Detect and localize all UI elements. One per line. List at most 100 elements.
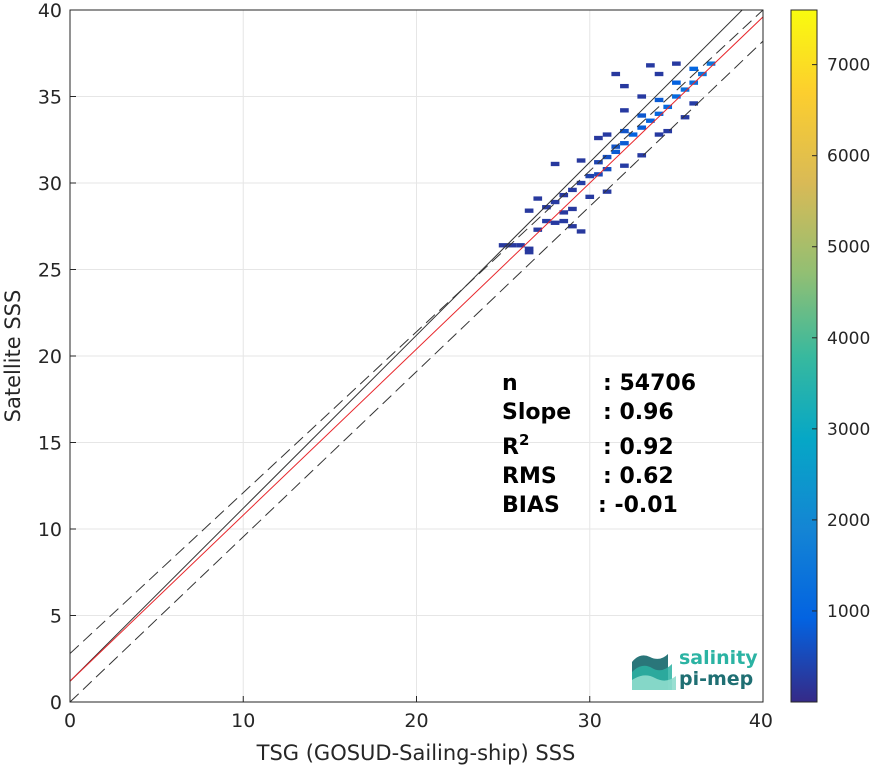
density-cell <box>559 218 569 224</box>
density-cell <box>576 158 586 163</box>
colorbar <box>790 9 818 703</box>
stat-label: n <box>502 371 518 396</box>
x-tick-label: 30 <box>578 710 602 732</box>
y-tick-label: 5 <box>50 606 62 628</box>
stat-value: : 0.96 <box>603 400 674 425</box>
x-tick-label: 20 <box>404 710 428 732</box>
y-axis-ticks: 0 5 10 15 20 25 30 35 40 <box>38 0 76 714</box>
density-cell <box>611 71 621 77</box>
logo-line-2: pi-mep <box>679 668 753 690</box>
density-cell <box>602 189 612 194</box>
x-tick-label: 10 <box>231 710 255 732</box>
colorbar-ticks: 1000 2000 3000 4000 5000 6000 7000 <box>812 56 870 622</box>
density-cell <box>654 132 664 137</box>
colorbar-tick-label: 4000 <box>827 329 870 349</box>
reference-lines <box>70 10 763 702</box>
density-cell <box>516 243 525 248</box>
density-cell <box>672 61 681 66</box>
density-cell <box>568 187 577 193</box>
stat-value: : 0.62 <box>603 464 674 489</box>
stat-label: Slope <box>502 400 571 425</box>
density-cell <box>620 128 629 134</box>
density-cell <box>507 243 517 248</box>
stat-value: : 54706 <box>603 371 696 396</box>
colorbar-tick-label: 3000 <box>827 420 870 440</box>
density-cell <box>646 63 655 68</box>
stat-label: R2 <box>502 431 529 460</box>
x-tick-label: 40 <box>749 710 773 732</box>
density-cell <box>524 208 534 213</box>
colorbar-tick-label: 5000 <box>827 238 870 258</box>
lower-dashed-line <box>70 40 763 702</box>
density-cell <box>654 111 664 116</box>
logo-line-1: salinity <box>679 647 758 669</box>
density-cell <box>594 135 603 141</box>
density-cell <box>550 161 560 167</box>
density-cell <box>611 149 621 155</box>
salinity-waves-icon <box>632 654 676 690</box>
density-cell <box>498 243 508 248</box>
salinity-pimep-logo: salinity pi-mep <box>632 647 758 690</box>
density-cell <box>568 206 577 212</box>
density-cell <box>646 118 655 123</box>
density-cell <box>576 229 586 234</box>
y-tick-label: 20 <box>38 346 62 368</box>
density-cell <box>559 210 569 215</box>
density-cell <box>689 101 699 106</box>
stats-box: n : 54706 Slope : 0.96 R2 : 0.92 RMS : 0.62 BIAS… <box>502 371 696 518</box>
density-cell <box>698 71 707 77</box>
density-cell <box>620 141 629 146</box>
density-cell <box>524 246 534 251</box>
y-tick-label: 25 <box>38 260 62 282</box>
density-cell <box>533 196 543 201</box>
y-tick-label: 15 <box>38 433 62 455</box>
colorbar-tick-label: 6000 <box>827 147 870 167</box>
density-cell <box>542 218 551 224</box>
density-cell <box>576 180 586 186</box>
density-cell <box>654 97 664 103</box>
density-cell <box>637 153 647 158</box>
density-cell <box>628 132 638 137</box>
y-tick-label: 30 <box>38 173 62 195</box>
density-cell <box>637 94 647 99</box>
stat-superscript: 2 <box>519 431 529 449</box>
stat-label: RMS <box>502 464 557 489</box>
density-cell <box>602 154 612 160</box>
density-cell <box>689 66 699 71</box>
y-tick-label: 40 <box>38 0 62 22</box>
identity-line <box>70 10 743 682</box>
y-tick-label: 35 <box>38 87 62 109</box>
density-cell <box>620 163 629 168</box>
colorbar-tick-label: 7000 <box>827 56 870 76</box>
colorbar-tick-label: 1000 <box>827 602 870 622</box>
density-cell <box>550 199 560 205</box>
density-cell <box>602 132 612 137</box>
stat-label: BIAS <box>502 493 560 518</box>
density-cell <box>585 173 595 179</box>
density-cell <box>524 250 534 255</box>
x-axis-ticks: 0 10 20 30 40 <box>64 696 773 732</box>
density-cell <box>602 166 612 172</box>
density-cell <box>706 61 716 66</box>
stat-value: : -0.01 <box>598 493 678 518</box>
density-cell <box>672 94 681 99</box>
density-cell <box>637 125 647 130</box>
density-cell <box>550 220 560 225</box>
colorbar-tick-label: 2000 <box>827 511 870 531</box>
y-tick-label: 0 <box>50 692 62 714</box>
x-tick-label: 0 <box>64 710 76 732</box>
density-cell <box>585 194 595 200</box>
density-cell <box>672 80 681 85</box>
fit-line <box>70 16 763 682</box>
density-cell <box>533 227 543 232</box>
y-tick-label: 10 <box>38 519 62 541</box>
stat-value: : 0.92 <box>603 435 674 460</box>
density-cell <box>680 115 690 120</box>
upper-dashed-line <box>70 10 763 654</box>
x-axis-label: TSG (GOSUD-Sailing-ship) SSS <box>256 741 576 765</box>
density-cell <box>542 205 551 210</box>
density-cell <box>663 104 673 110</box>
density-cell <box>637 113 647 118</box>
density-cell <box>680 87 690 92</box>
